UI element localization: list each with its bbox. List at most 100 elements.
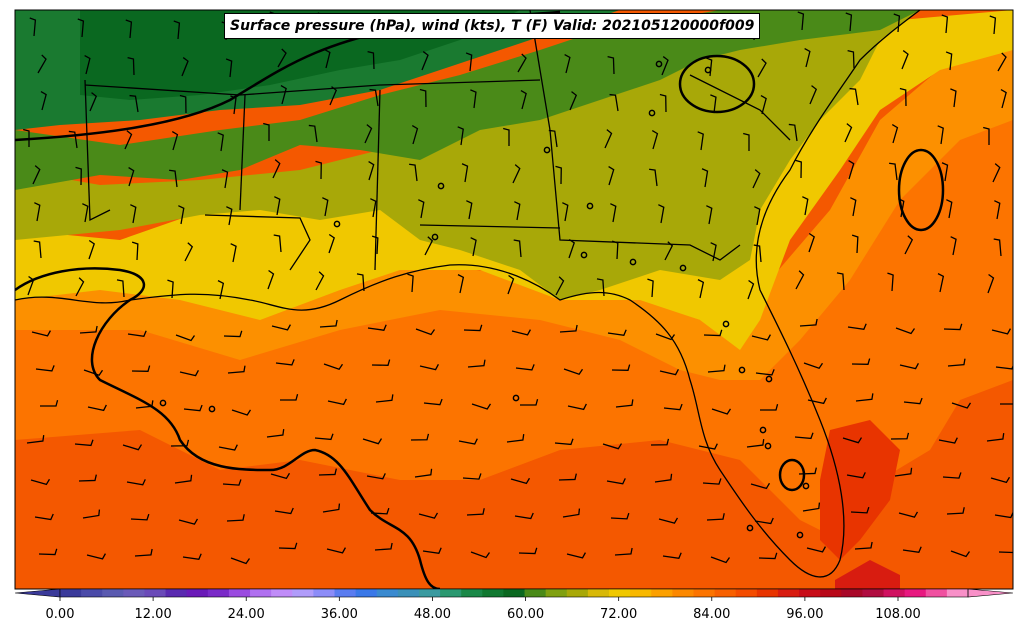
colorbar-segment [60,589,82,597]
wind-barb [889,162,898,181]
wind-barb [664,241,674,261]
wind-barb [937,273,945,293]
wind-barb [31,330,52,337]
wind-barb [703,329,723,337]
map-panel [15,10,1013,589]
wind-barb [422,547,442,554]
wind-barb [760,404,779,411]
wind-barb [518,547,538,555]
wind-barb [410,433,430,441]
wind-barb [754,517,774,525]
wind-barb [370,198,377,218]
wind-barb [753,244,762,263]
wind-barb [945,51,953,71]
wind-barb [844,123,853,143]
wind-barb [895,327,916,335]
wind-barb [661,56,669,76]
station-markers [159,60,810,539]
wind-barb [503,127,510,146]
wind-barb [950,236,957,256]
wind-barb [329,86,338,106]
wind-barb [507,274,515,295]
wind-barb [130,513,150,521]
wind-barb [995,364,1013,370]
wind-barb [842,437,863,444]
wind-barb [173,20,181,40]
wind-barb [992,163,1001,183]
wind-barb [27,275,35,296]
wind-barb [607,56,615,75]
wind-barb [225,58,233,78]
wind-barb [274,196,281,216]
wind-barb [647,278,654,298]
wind-barb [366,473,386,480]
wind-barb [231,409,252,416]
wind-barb [758,552,778,560]
wind-barb [802,502,821,512]
wind-barb [698,443,718,450]
colorbar-tick-label: 96.00 [786,607,824,622]
colorbar-segment [799,589,821,597]
wind-barb [35,365,55,372]
wind-barb [950,88,957,108]
wind-barb [836,272,845,291]
temperature-field-hot-spot [820,420,900,560]
wind-barb [326,547,347,554]
colorbar-segment [904,589,927,597]
wind-barb [319,319,338,328]
wind-barb [79,325,98,334]
wind-barb [183,404,203,412]
wind-barb [29,17,37,37]
wind-barb [131,241,139,261]
wind-barb [942,472,962,479]
wind-barb [890,432,910,440]
wind-barb [795,159,802,179]
wind-barb [614,547,633,556]
colorbar-segment [735,589,758,597]
wind-barb [34,513,54,521]
wind-barb [314,433,334,441]
wind-barb [610,203,617,223]
wind-barb [270,472,291,480]
wind-barb [563,368,584,375]
wind-barb [903,397,923,405]
wind-barb [950,550,971,558]
wind-barb [898,198,905,218]
wind-barb [705,57,713,77]
colorbar-segment [630,589,652,597]
wind-barb [415,328,436,336]
wind-barb [559,324,578,333]
wind-barb [78,474,97,482]
wind-barb [893,13,901,33]
wind-barb [604,129,613,149]
wind-barb [134,548,153,557]
wind-barb [697,131,704,151]
wind-barb [555,276,565,296]
colorbar-segment [587,589,610,597]
wind-barb [471,403,492,410]
wind-barb [421,51,429,71]
colorbar-tick-label: 72.00 [600,607,638,622]
wind-barb [902,546,922,553]
wind-barb [182,553,202,560]
wind-barb [568,238,575,259]
colorbar-tick-label: 108.00 [875,607,921,622]
temperature-field-olive-green [15,10,920,190]
wind-barb [370,507,390,515]
wind-barb [887,272,894,292]
wind-barb [178,205,185,225]
wind-barb [457,126,464,146]
wind-barb [87,404,107,412]
colorbar-extend-max [967,588,1014,598]
wind-barb [554,438,574,446]
wind-barb [998,551,1013,554]
wind-barb [467,359,486,368]
wind-barb [230,557,251,565]
wind-barb [375,394,394,403]
wind-barb [423,398,443,406]
wind-barb [846,472,866,479]
colorbar-segment [693,589,716,597]
wind-barb [374,542,393,551]
colorbar-segment [228,589,251,597]
wind-barb [226,514,245,522]
